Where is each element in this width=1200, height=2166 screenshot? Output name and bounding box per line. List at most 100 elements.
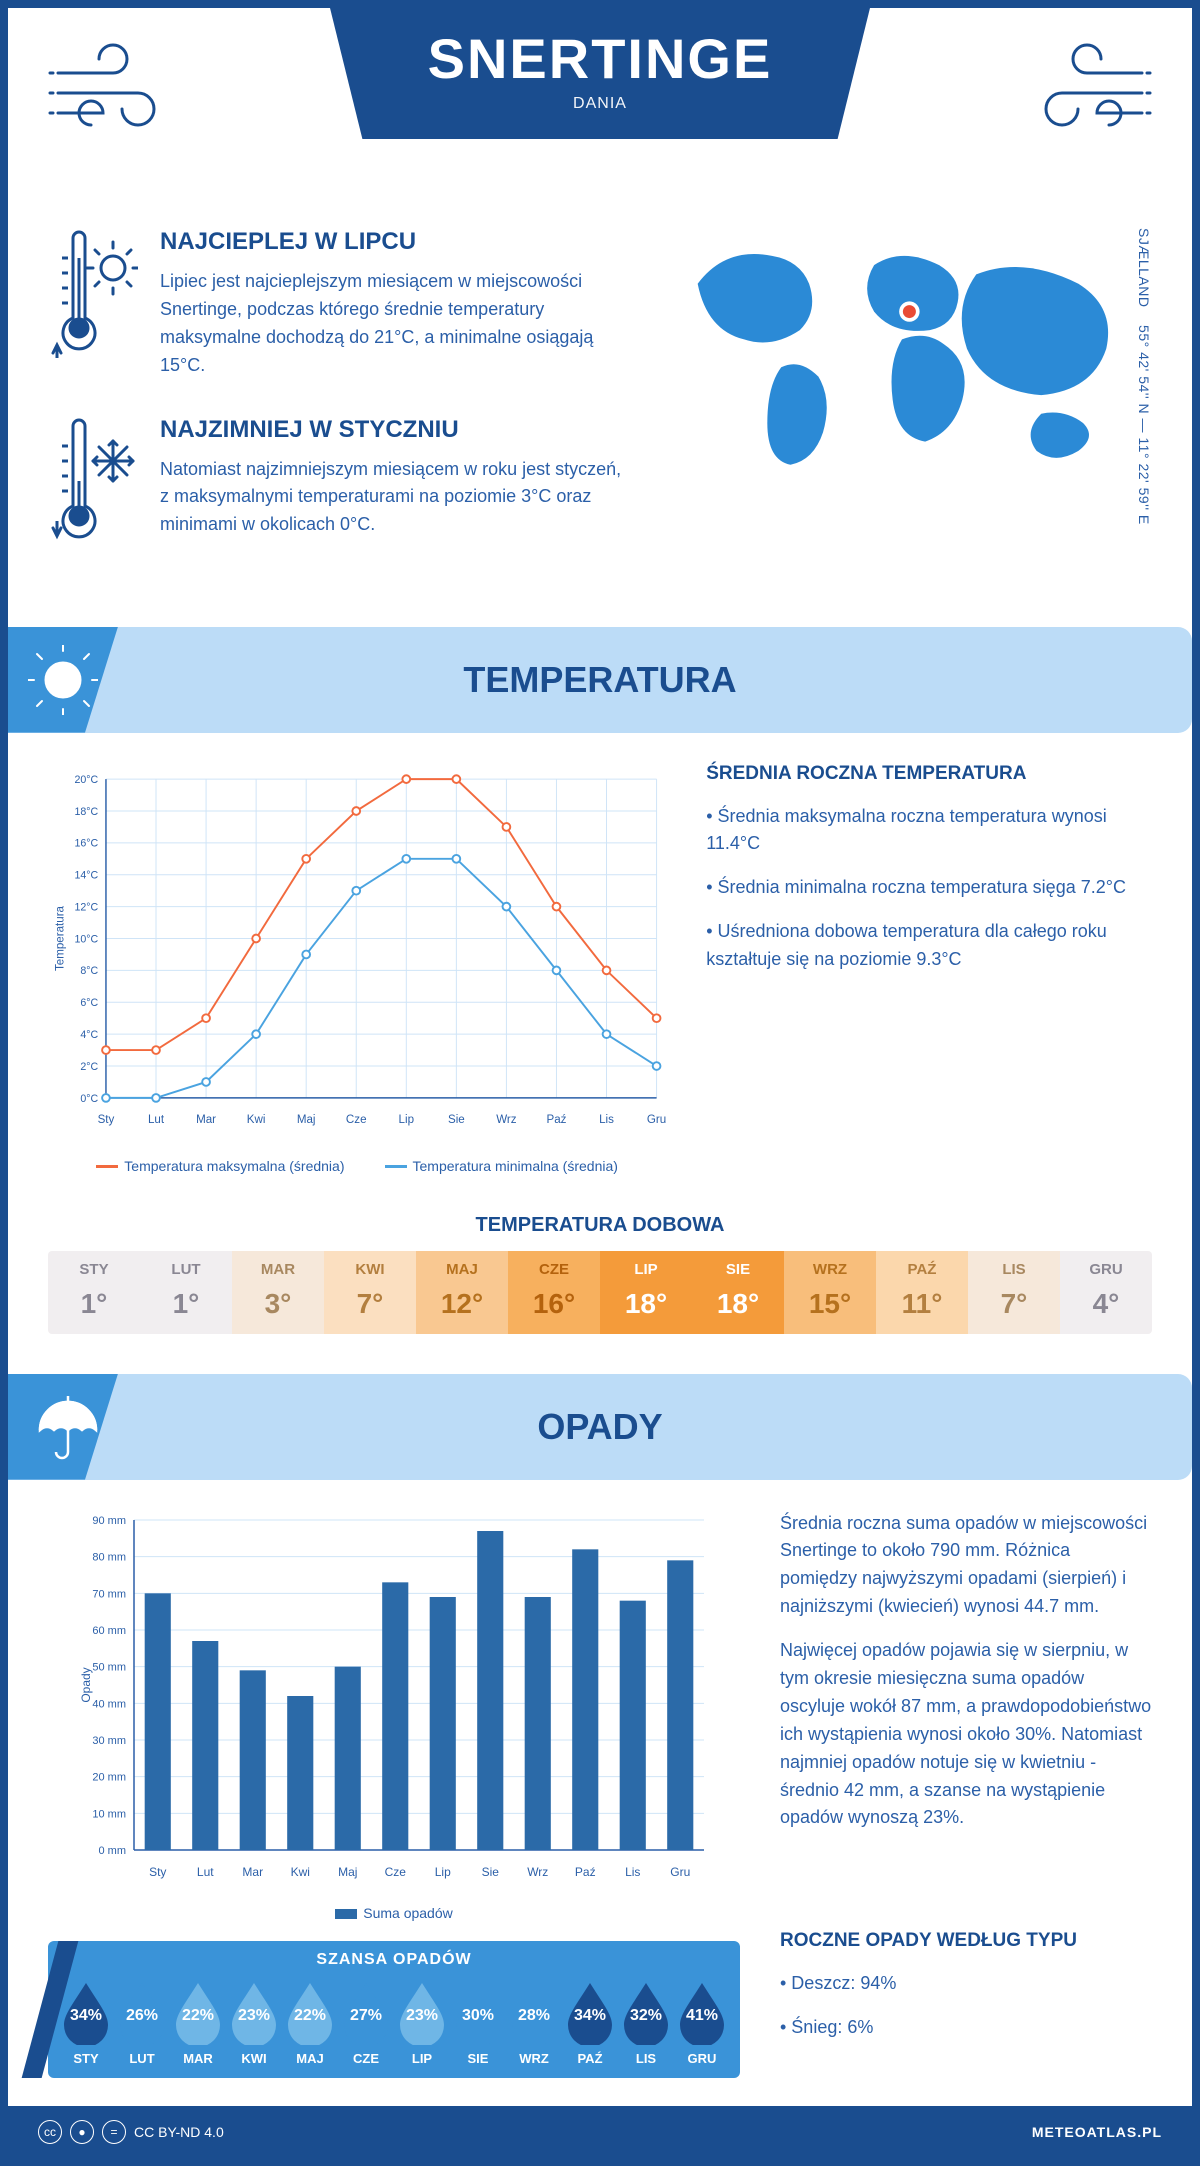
wind-icon — [48, 38, 178, 153]
svg-text:30 mm: 30 mm — [92, 1735, 126, 1747]
bullet-item: • Deszcz: 94% — [780, 1970, 1152, 1998]
svg-text:8°C: 8°C — [80, 965, 98, 977]
droplet-icon: 28% — [506, 1979, 562, 2045]
section-banner-temperatura: TEMPERATURA — [8, 627, 1192, 733]
svg-text:4°C: 4°C — [80, 1029, 98, 1041]
header: SNERTINGE DANIA — [8, 8, 1192, 188]
svg-text:Lip: Lip — [435, 1865, 451, 1879]
rain-chance-panel: SZANSA OPADÓW 34% STY 26% LUT 22% MAR — [48, 1941, 740, 2078]
svg-text:Temperatura: Temperatura — [54, 905, 66, 971]
section-title: OPADY — [8, 1374, 1192, 1480]
droplet-icon: 30% — [450, 1979, 506, 2045]
svg-text:Maj: Maj — [297, 1114, 316, 1126]
footer: cc ● = CC BY-ND 4.0 METEOATLAS.PL — [8, 2106, 1192, 2158]
svg-text:16°C: 16°C — [75, 837, 99, 849]
wind-icon — [1022, 38, 1152, 153]
bullet-item: • Śnieg: 6% — [780, 2014, 1152, 2042]
svg-text:Paź: Paź — [575, 1865, 596, 1879]
intro-section: NAJCIEPLEJ W LIPCU Lipiec jest najcieple… — [8, 188, 1192, 607]
svg-text:40 mm: 40 mm — [92, 1698, 126, 1710]
world-map-svg — [652, 228, 1152, 488]
svg-text:Lut: Lut — [148, 1114, 165, 1126]
rain-chance-item: 22% MAJ — [282, 1979, 338, 2066]
heatmap-cell: KWI 7° — [324, 1251, 416, 1334]
rain-chance-item: 32% LIS — [618, 1979, 674, 2066]
svg-text:Sty: Sty — [98, 1114, 115, 1126]
svg-text:Cze: Cze — [346, 1114, 367, 1126]
droplet-icon: 27% — [338, 1979, 394, 2045]
svg-text:50 mm: 50 mm — [92, 1661, 126, 1673]
site-name: METEOATLAS.PL — [1032, 2124, 1162, 2140]
coldest-title: NAJZIMNIEJ W STYCZNIU — [160, 416, 622, 444]
droplet-icon: 32% — [618, 1979, 674, 2045]
svg-text:20 mm: 20 mm — [92, 1771, 126, 1783]
page-title: SNERTINGE — [330, 26, 870, 91]
bullet-item: • Średnia minimalna roczna temperatura s… — [706, 874, 1152, 902]
svg-text:18°C: 18°C — [75, 805, 99, 817]
dobowa-title: TEMPERATURA DOBOWA — [8, 1214, 1192, 1237]
annual-temp-title: ŚREDNIA ROCZNA TEMPERATURA — [706, 763, 1152, 785]
svg-text:Wrz: Wrz — [496, 1114, 517, 1126]
heatmap-cell: STY 1° — [48, 1251, 140, 1334]
heatmap-cell: MAR 3° — [232, 1251, 324, 1334]
droplet-icon: 23% — [226, 1979, 282, 2045]
svg-text:70 mm: 70 mm — [92, 1588, 126, 1600]
section-title: TEMPERATURA — [8, 627, 1192, 733]
coldest-block: NAJZIMNIEJ W STYCZNIU Natomiast najzimni… — [48, 416, 622, 551]
svg-text:Paź: Paź — [546, 1114, 566, 1126]
coldest-text: Natomiast najzimniejszym miesiącem w rok… — [160, 456, 622, 540]
svg-text:Kwi: Kwi — [247, 1114, 266, 1126]
heatmap-cell: GRU 4° — [1060, 1251, 1152, 1334]
thermometer-sun-icon — [48, 228, 138, 380]
svg-text:Mar: Mar — [242, 1865, 263, 1879]
svg-text:80 mm: 80 mm — [92, 1551, 126, 1563]
svg-text:20°C: 20°C — [75, 774, 99, 786]
temperature-line-chart: 0°C2°C4°C6°C8°C10°C12°C14°C16°C18°C20°CS… — [48, 763, 666, 1143]
daily-temp-heatmap: STY 1° LUT 1° MAR 3° KWI 7° MAJ 12° CZE … — [48, 1251, 1152, 1334]
svg-text:Sie: Sie — [482, 1865, 500, 1879]
svg-text:Wrz: Wrz — [527, 1865, 548, 1879]
rain-types-title: ROCZNE OPADY WEDŁUG TYPU — [780, 1930, 1152, 1952]
section-banner-opady: OPADY — [8, 1374, 1192, 1480]
svg-text:Mar: Mar — [196, 1114, 216, 1126]
rain-chance-item: 34% STY — [58, 1979, 114, 2066]
world-map: SJÆLLAND 55° 42' 54'' N — 11° 22' 59'' E — [652, 228, 1152, 587]
droplet-icon: 26% — [114, 1979, 170, 2045]
rain-chance-item: 22% MAR — [170, 1979, 226, 2066]
rain-chance-item: 28% WRZ — [506, 1979, 562, 2066]
svg-text:Lut: Lut — [197, 1865, 214, 1879]
rain-chance-item: 23% KWI — [226, 1979, 282, 2066]
bullet-item: • Średnia maksymalna roczna temperatura … — [706, 803, 1152, 859]
svg-text:Cze: Cze — [385, 1865, 407, 1879]
rain-paragraph: Najwięcej opadów pojawia się w sierpniu,… — [780, 1637, 1152, 1832]
rain-paragraph: Średnia roczna suma opadów w miejscowośc… — [780, 1510, 1152, 1622]
temp-chart-legend: Temperatura maksymalna (średnia) Tempera… — [48, 1158, 666, 1174]
heatmap-cell: WRZ 15° — [784, 1251, 876, 1334]
droplet-icon: 34% — [562, 1979, 618, 2045]
heatmap-cell: LIP 18° — [600, 1251, 692, 1334]
rain-chance-item: 34% PAŹ — [562, 1979, 618, 2066]
rain-chance-item: 27% CZE — [338, 1979, 394, 2066]
svg-text:Lis: Lis — [599, 1114, 614, 1126]
heatmap-cell: MAJ 12° — [416, 1251, 508, 1334]
droplet-icon: 23% — [394, 1979, 450, 2045]
heatmap-cell: LIS 7° — [968, 1251, 1060, 1334]
page-subtitle: DANIA — [330, 95, 870, 113]
svg-text:2°C: 2°C — [80, 1060, 98, 1072]
svg-text:Opady: Opady — [79, 1667, 93, 1702]
heatmap-cell: CZE 16° — [508, 1251, 600, 1334]
rain-chance-item: 26% LUT — [114, 1979, 170, 2066]
droplet-icon: 34% — [58, 1979, 114, 2045]
svg-text:Sty: Sty — [149, 1865, 166, 1879]
temp-side-text: ŚREDNIA ROCZNA TEMPERATURA • Średnia mak… — [706, 763, 1152, 1174]
title-banner: SNERTINGE DANIA — [330, 8, 870, 139]
svg-text:90 mm: 90 mm — [92, 1515, 126, 1527]
svg-text:10°C: 10°C — [75, 933, 99, 945]
svg-text:12°C: 12°C — [75, 901, 99, 913]
rain-side-text: Średnia roczna suma opadów w miejscowośc… — [780, 1510, 1152, 2078]
svg-text:Gru: Gru — [647, 1114, 666, 1126]
svg-text:Maj: Maj — [338, 1865, 357, 1879]
bullet-item: • Uśredniona dobowa temperatura dla całe… — [706, 918, 1152, 974]
precipitation-bar-chart: 0 mm10 mm20 mm30 mm40 mm50 mm60 mm70 mm8… — [48, 1510, 740, 1890]
rain-chart-legend: Suma opadów — [48, 1905, 740, 1921]
